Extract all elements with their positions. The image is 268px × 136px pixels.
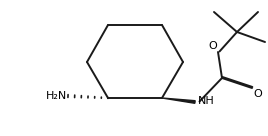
Text: O: O [208, 41, 217, 51]
Text: H₂N: H₂N [46, 91, 67, 101]
Polygon shape [162, 98, 195, 103]
Text: O: O [253, 89, 262, 99]
Text: NH: NH [198, 96, 215, 106]
